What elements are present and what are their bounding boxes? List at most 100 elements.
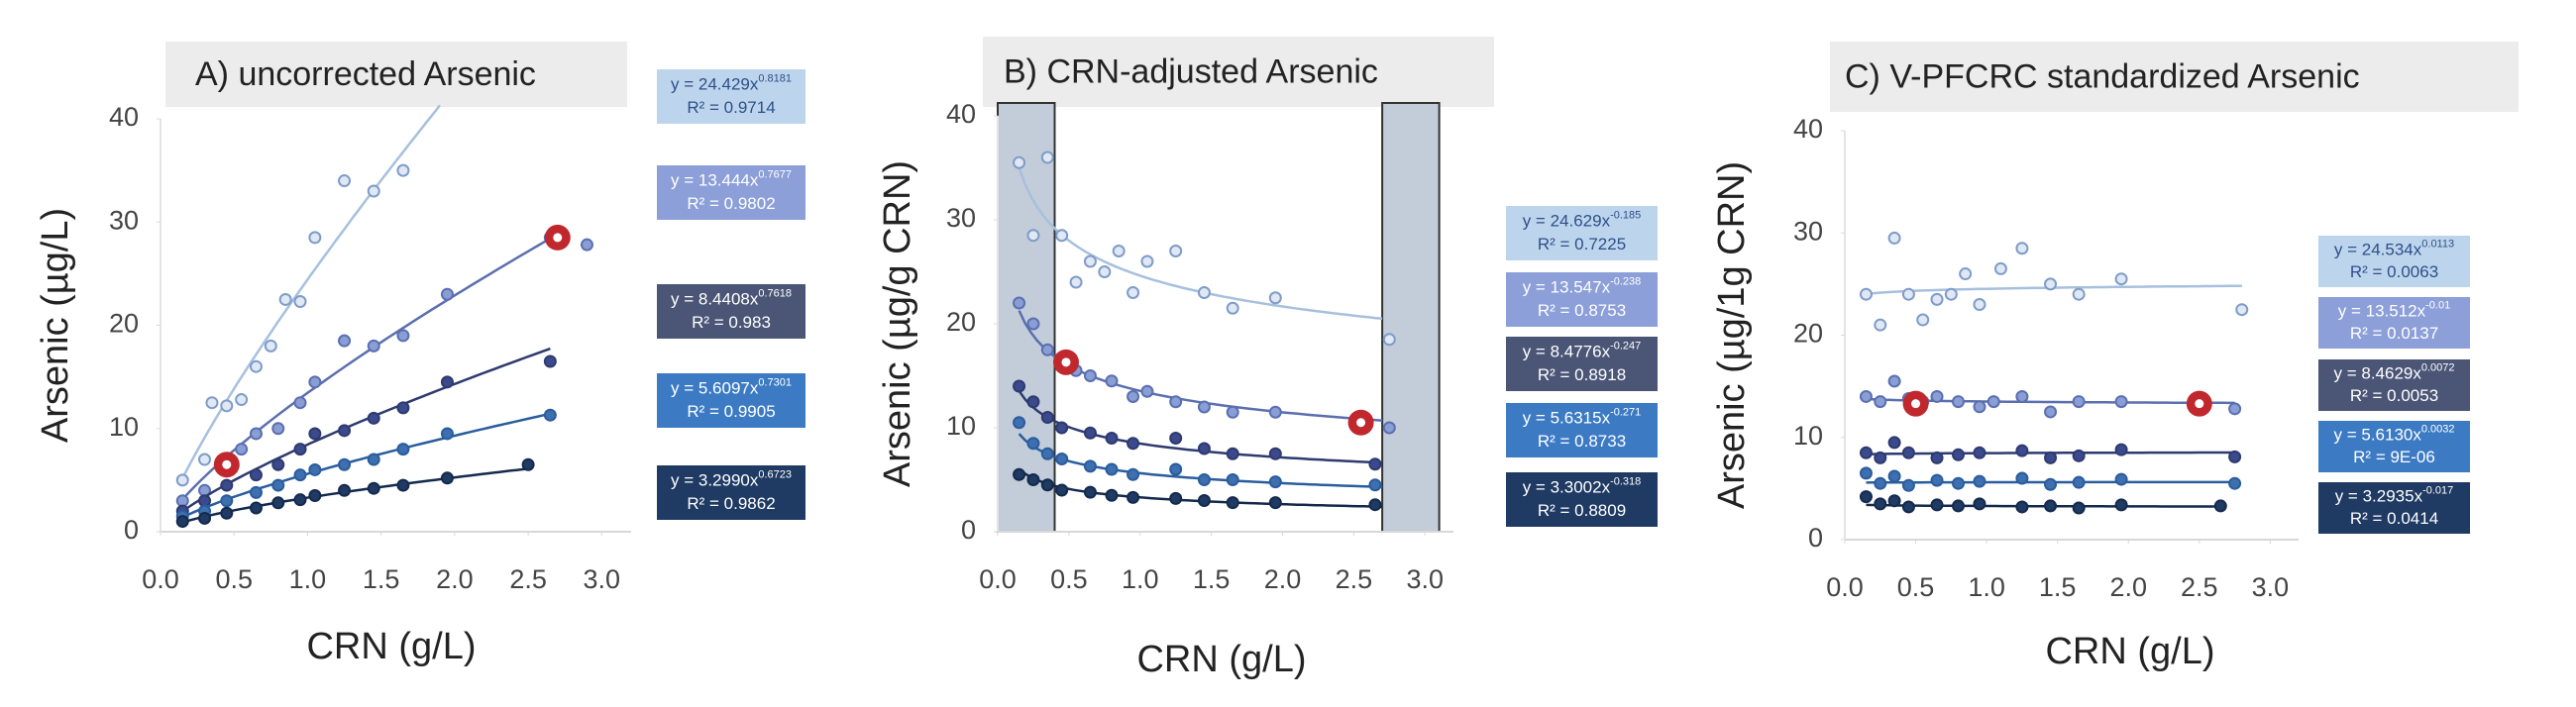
data-point [1127,467,1140,481]
data-point [1973,400,1986,414]
data-point [293,493,307,507]
data-point [1083,485,1097,499]
equation-box [657,69,805,124]
data-point [1887,374,1901,388]
data-point [367,481,380,495]
data-point [440,375,454,389]
data-point [1026,473,1040,486]
data-point [1127,390,1140,403]
data-point [175,473,189,487]
r-squared: R² = 0.0137 [2350,324,2438,343]
data-point [1874,476,1887,490]
r-squared: R² = 0.8918 [1538,365,1626,384]
equation-box [1506,272,1658,327]
data-point [1140,384,1154,398]
data-point [1916,313,1930,327]
data-point [293,396,307,410]
data-point [1368,457,1382,471]
data-point [2072,395,2086,409]
data-point [2114,498,2128,512]
r-squared: R² = 0.8753 [1538,301,1626,320]
data-point [543,408,557,422]
data-point [396,163,410,177]
data-point [440,427,454,441]
data-point [1268,496,1282,510]
data-point [1986,395,2000,409]
data-point [220,399,234,413]
x-axis-label: CRN (g/L) [2045,631,2214,672]
data-point [249,427,263,441]
equation: y = 13.512x-0.01 [2338,300,2450,322]
equation: y = 3.2990x0.6723 [671,468,792,490]
data-point [2235,303,2249,317]
y-tick-label: 40 [946,99,976,129]
data-point [220,506,234,520]
data-point [367,453,380,466]
data-point [1859,446,1873,459]
chart-title: A) uncorrected Arsenic [195,55,536,93]
equation: y = 5.6130x0.0032 [2333,424,2454,446]
data-point [1382,333,1396,347]
data-point [367,339,380,353]
data-point [1930,389,1944,403]
trend-line [181,467,529,524]
r-squared: R² = 9E-06 [2353,448,2435,466]
data-point [1226,301,1239,315]
x-tick-label: 2.0 [2109,572,2147,602]
x-tick-label: 0.0 [142,564,179,594]
y-tick-label: 10 [109,412,139,442]
equation-base: y = 8.4408x [671,290,759,309]
data-point [396,443,410,456]
x-tick-label: 3.0 [1406,564,1444,594]
highlight-center [553,233,563,243]
equation-box [1506,206,1658,260]
equation-base: y = 13.444x [671,171,759,190]
data-point [396,401,410,415]
data-point [1169,491,1183,505]
shaded-range [997,102,1056,533]
equation-exponent: 0.0032 [2421,424,2455,436]
data-point [396,329,410,343]
data-point [308,462,322,476]
equation: y = 5.6097x0.7301 [671,376,792,398]
data-point [271,478,285,492]
data-point [293,443,307,456]
data-point [1013,416,1026,430]
data-point [1859,490,1873,504]
x-tick-label: 1.5 [2039,572,2077,602]
equation-base: y = 24.629x [1523,212,1611,231]
y-tick-label: 30 [1793,216,1823,246]
data-point [175,494,189,508]
equation-exponent: -0.238 [1610,275,1641,287]
data-point [1993,261,2007,275]
r-squared: R² = 0.8809 [1538,501,1626,520]
equation: y = 13.444x0.7677 [671,168,792,190]
chart-title: B) CRN-adjusted Arsenic [1004,52,1378,90]
data-point [1268,447,1282,460]
y-axis-label: Arsenic (µg/1g CRN) [1711,161,1753,509]
data-point [1026,437,1040,451]
data-point [1930,292,1944,306]
equation-box [1506,337,1658,391]
data-point [1930,473,1944,487]
data-point [198,453,212,466]
data-point [1040,343,1054,356]
data-point [1382,421,1396,435]
equation-base: y = 5.6315x [1523,409,1611,428]
data-point [367,184,380,198]
data-point [1859,466,1873,480]
y-tick-label: 0 [1808,523,1823,553]
data-point [1112,245,1126,257]
x-tick-label: 1.0 [289,564,327,594]
x-tick-label: 2.5 [1336,564,1373,594]
x-tick-label: 3.0 [584,564,621,594]
r-squared: R² = 0.7225 [1538,235,1626,253]
data-point [1040,151,1054,164]
data-point [1952,448,1965,461]
equation-exponent: 0.7301 [758,376,792,388]
equation-exponent: 0.0072 [2421,362,2455,374]
equation-box [2318,236,2470,287]
data-point [2072,287,2086,301]
data-point [1055,421,1069,435]
